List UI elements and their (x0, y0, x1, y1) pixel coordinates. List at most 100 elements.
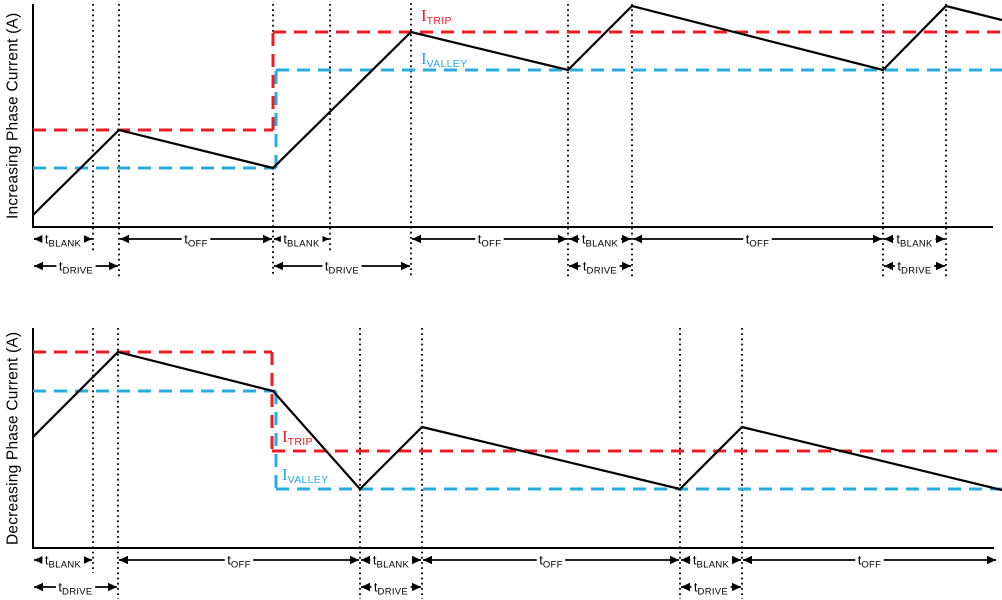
arrowhead-icon (732, 555, 741, 565)
arrowhead-icon (558, 234, 567, 244)
decreasing-phase-current-chart: tBLANK tOFF tBLANK tOFF tBLANK tOFF tDRIVE tDRI… (32, 328, 1002, 599)
t-blank-annotation: tBLANK (361, 552, 421, 571)
arrowhead-icon (622, 234, 631, 244)
arrowhead-icon (83, 555, 92, 565)
annotation-label: tBLANK (582, 232, 619, 250)
arrowhead-icon (120, 234, 129, 244)
label-knockout (893, 231, 936, 250)
arrowhead-icon (743, 555, 752, 565)
annotation-label: tDRIVE (58, 580, 92, 598)
t-drive-annotation: tDRIVE (34, 258, 118, 277)
label-knockout (55, 579, 96, 598)
annotation-label: tOFF (858, 553, 882, 571)
label-knockout (855, 552, 884, 571)
arrowhead-icon (263, 234, 272, 244)
label-knockout (580, 258, 620, 277)
t-blank-annotation: tBLANK (34, 231, 92, 250)
t-drive-annotation: tDRIVE (274, 258, 410, 277)
label-knockout (280, 231, 323, 250)
arrowhead-icon (622, 261, 631, 271)
y-axis-label-increasing: Increasing Phase Current (A) (4, 12, 22, 220)
t-drive-annotation: tDRIVE (681, 579, 741, 598)
arrowhead-icon (83, 234, 92, 244)
t-blank-annotation: tBLANK (274, 231, 329, 250)
label-knockout (370, 552, 413, 571)
t-off-annotation: tOFF (423, 552, 679, 571)
label-knockout (691, 579, 731, 598)
label-knockout (322, 258, 362, 277)
annotation-label: tOFF (227, 553, 251, 571)
arrowhead-icon (34, 261, 43, 271)
arrowhead-icon (936, 261, 945, 271)
label-knockout (224, 552, 254, 571)
arrowhead-icon (412, 555, 421, 565)
annotation-label: tOFF (478, 232, 502, 250)
t-off-annotation: tOFF (633, 231, 882, 250)
arrowhead-icon (569, 234, 578, 244)
annotation-label: tBLANK (693, 553, 730, 571)
arrowhead-icon (361, 555, 370, 565)
i-valley-label-bottom: IVALLEY (282, 465, 329, 486)
annotation-label: tOFF (746, 232, 770, 250)
annotation-label: tBLANK (283, 232, 320, 250)
arrowhead-icon (412, 582, 421, 592)
increasing-phase-current-chart: tBLANK tOFF tBLANK tOFF tBLANK tOFF tBLANK tDRI… (32, 3, 1002, 277)
arrowhead-icon (350, 555, 359, 565)
annotation-label: tDRIVE (325, 259, 359, 277)
t-blank-annotation: tBLANK (34, 552, 92, 571)
arrowhead-icon (732, 582, 741, 592)
t-off-annotation: tOFF (120, 231, 272, 250)
arrowhead-icon (108, 582, 117, 592)
i-trip-label-top: ITRIP (421, 6, 452, 27)
t-blank-annotation: tBLANK (884, 231, 945, 250)
annotation-label: tDRIVE (897, 259, 931, 277)
annotation-label: tOFF (184, 232, 208, 250)
annotation-label: tDRIVE (583, 259, 617, 277)
label-knockout (42, 231, 85, 250)
phase-current-waveform (32, 4, 1002, 216)
arrowhead-icon (633, 234, 642, 244)
arrowhead-icon (412, 234, 421, 244)
arrowhead-icon (274, 234, 283, 244)
annotation-label: tDRIVE (694, 580, 728, 598)
annotation-label: tBLANK (896, 232, 933, 250)
t-blank-annotation: tBLANK (681, 552, 741, 571)
arrowhead-icon (884, 261, 893, 271)
arrowhead-icon (274, 261, 283, 271)
t-blank-annotation: tBLANK (569, 231, 631, 250)
label-knockout (536, 552, 566, 571)
label-knockout (181, 231, 211, 250)
arrowhead-icon (423, 555, 432, 565)
arrowhead-icon (34, 555, 43, 565)
arrowhead-icon (936, 234, 945, 244)
t-drive-annotation: tDRIVE (34, 579, 117, 598)
annotation-label: tOFF (539, 553, 563, 571)
t-off-annotation: tOFF (743, 552, 996, 571)
arrowhead-icon (361, 582, 370, 592)
t-off-annotation: tOFF (412, 231, 567, 250)
arrowhead-icon (569, 261, 578, 271)
arrowhead-icon (873, 234, 882, 244)
i-trip-label-bottom: ITRIP (282, 427, 313, 448)
annotation-label: tDRIVE (374, 580, 408, 598)
arrowhead-icon (34, 582, 43, 592)
y-axis-label-decreasing: Decreasing Phase Current (A) (4, 331, 22, 545)
label-knockout (371, 579, 411, 598)
arrowhead-icon (681, 555, 690, 565)
label-knockout (690, 552, 733, 571)
annotation-label: tDRIVE (59, 259, 93, 277)
t-drive-annotation: tDRIVE (569, 258, 631, 277)
label-knockout (56, 258, 96, 277)
label-knockout (894, 258, 935, 277)
t-drive-annotation: tDRIVE (884, 258, 945, 277)
t-off-annotation: tOFF (119, 552, 359, 571)
t-drive-annotation: tDRIVE (361, 579, 421, 598)
label-knockout (579, 231, 622, 250)
arrowhead-icon (884, 234, 893, 244)
arrowhead-icon (119, 555, 128, 565)
i-valley-label-top: IVALLEY (421, 49, 468, 70)
arrowhead-icon (109, 261, 118, 271)
phase-current-waveform (32, 350, 1002, 492)
